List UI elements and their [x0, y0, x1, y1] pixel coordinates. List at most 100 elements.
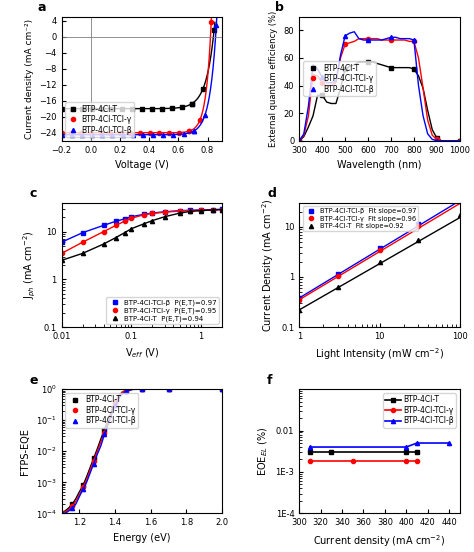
BTP-4Cl-TCl-β [191, 128, 197, 135]
BTP-4Cl-TCl-β [100, 131, 105, 138]
Text: d: d [267, 187, 276, 200]
X-axis label: Wavelength (nm): Wavelength (nm) [337, 160, 422, 170]
BTP-4Cl-T  P(E,T)=0.94 [150, 217, 155, 224]
BTP-4Cl-T [139, 386, 145, 392]
BTP-4Cl-T [414, 449, 420, 455]
BTP-4Cl-TCl-γ [296, 137, 302, 144]
BTP-4Cl-TCl-γ [137, 129, 143, 136]
X-axis label: V$_{eff}$ (V): V$_{eff}$ (V) [125, 347, 159, 360]
Line: BTP-4Cl-T  Fit slope=0.92: BTP-4Cl-T Fit slope=0.92 [297, 213, 462, 312]
BTP-4Cl-T [101, 426, 107, 433]
BTP-4Cl-TCl-β  P(E,T)=0.97 [198, 206, 204, 213]
BTP-4Cl-T [112, 398, 118, 405]
Line: BTP-4Cl-TCl-γ: BTP-4Cl-TCl-γ [308, 459, 419, 464]
X-axis label: Current density (mA cm$^{-2}$): Current density (mA cm$^{-2}$) [313, 533, 446, 549]
BTP-4Cl-TCl-β  P(E,T)=0.97 [219, 206, 225, 213]
Line: BTP-4Cl-TCl-γ: BTP-4Cl-TCl-γ [60, 20, 213, 135]
BTP-4Cl-TCl-γ [186, 128, 191, 135]
Legend: BTP-4Cl-T, BTP-4Cl-TCl-γ, BTP-4Cl-TCl-β: BTP-4Cl-T, BTP-4Cl-TCl-γ, BTP-4Cl-TCl-β [65, 393, 138, 428]
BTP-4Cl-T [129, 105, 135, 112]
Text: b: b [275, 1, 284, 14]
BTP-4Cl-TCl-γ [108, 129, 113, 136]
BTP-4Cl-T [328, 449, 334, 455]
BTP-4Cl-TCl-β [91, 460, 97, 467]
BTP-4Cl-TCl-β [296, 137, 302, 144]
BTP-4Cl-T  P(E,T)=0.94 [219, 206, 225, 213]
BTP-4Cl-TCl-γ [59, 510, 64, 517]
BTP-4Cl-TCl-β  P(E,T)=0.97 [101, 222, 107, 229]
BTP-4Cl-T [434, 135, 440, 141]
BTP-4Cl-TCl-β [160, 131, 166, 138]
BTP-4Cl-T [70, 501, 75, 507]
BTP-4Cl-TCl-γ  P(E,T)=0.95 [210, 206, 216, 213]
BTP-4Cl-TCl-γ [156, 129, 162, 136]
BTP-4Cl-TCl-β [166, 386, 172, 392]
Y-axis label: Current Density (mA cm$^{-2}$): Current Density (mA cm$^{-2}$) [260, 198, 276, 332]
BTP-4Cl-TCl-β [388, 34, 394, 41]
BTP-4Cl-TCl-γ [388, 36, 394, 44]
BTP-4Cl-T  P(E,T)=0.94 [177, 210, 183, 216]
BTP-4Cl-T [123, 388, 128, 394]
BTP-4Cl-TCl-γ [411, 38, 417, 45]
Y-axis label: J$_{ph}$ (mA cm$^{-2}$): J$_{ph}$ (mA cm$^{-2}$) [22, 231, 38, 299]
BTP-4Cl-TCl-γ  P(E,T)=0.95 [59, 250, 64, 257]
Line: BTP-4Cl-TCl-β: BTP-4Cl-TCl-β [60, 23, 219, 137]
BTP-4Cl-TCl-γ [166, 386, 172, 392]
BTP-4Cl-T [89, 105, 94, 112]
BTP-4Cl-T [149, 105, 155, 112]
BTP-4Cl-TCl-β [80, 486, 86, 492]
BTP-4Cl-T [159, 105, 164, 112]
Legend: BTP-4Cl-TCl-β  P(E,T)=0.97, BTP-4Cl-TCl-γ  P(E,T)=0.95, BTP-4Cl-T  P(E,T)=0.94: BTP-4Cl-TCl-β P(E,T)=0.97, BTP-4Cl-TCl-γ… [106, 297, 219, 323]
BTP-4Cl-TCl-γ [118, 129, 123, 136]
Line: BTP-4Cl-T  P(E,T)=0.94: BTP-4Cl-T P(E,T)=0.94 [60, 208, 224, 262]
Line: BTP-4Cl-TCl-γ  P(E,T)=0.95: BTP-4Cl-TCl-γ P(E,T)=0.95 [60, 208, 224, 256]
BTP-4Cl-TCl-γ  Fit slope=0.96 [377, 246, 383, 253]
BTP-4Cl-TCl-β [70, 505, 75, 511]
BTP-4Cl-TCl-γ [176, 129, 182, 136]
BTP-4Cl-T  P(E,T)=0.94 [80, 250, 85, 257]
BTP-4Cl-T [99, 105, 104, 112]
BTP-4Cl-T [211, 26, 217, 33]
BTP-4Cl-TCl-γ [307, 458, 313, 465]
BTP-4Cl-T  P(E,T)=0.94 [122, 229, 128, 236]
Line: BTP-4Cl-T: BTP-4Cl-T [60, 387, 224, 516]
BTP-4Cl-TCl-β [109, 131, 115, 138]
Line: BTP-4Cl-T: BTP-4Cl-T [60, 28, 216, 111]
BTP-4Cl-T [457, 137, 463, 144]
BTP-4Cl-TCl-γ  P(E,T)=0.95 [122, 218, 128, 225]
BTP-4Cl-TCl-β  P(E,T)=0.97 [150, 210, 155, 216]
BTP-4Cl-TCl-γ [88, 129, 94, 136]
BTP-4Cl-TCl-γ [123, 388, 128, 394]
BTP-4Cl-TCl-γ  P(E,T)=0.95 [113, 222, 119, 229]
BTP-4Cl-TCl-γ [186, 128, 191, 135]
BTP-4Cl-TCl-β [79, 131, 85, 138]
BTP-4Cl-T [403, 449, 409, 455]
BTP-4Cl-T [219, 386, 225, 392]
BTP-4Cl-TCl-γ  P(E,T)=0.95 [162, 209, 167, 215]
BTP-4Cl-T  P(E,T)=0.94 [188, 208, 193, 215]
BTP-4Cl-TCl-γ  Fit slope=0.96 [415, 222, 420, 229]
BTP-4Cl-TCl-γ [112, 400, 118, 407]
BTP-4Cl-TCl-γ  Fit slope=0.96 [457, 196, 463, 203]
BTP-4Cl-TCl-β [307, 444, 313, 450]
BTP-4Cl-TCl-β  P(E,T)=0.97 [122, 215, 128, 222]
BTP-4Cl-T  Fit slope=0.92 [335, 284, 340, 291]
Legend: BTP-4Cl-TCl-β  Fit slope=0.97, BTP-4Cl-TCl-γ  Fit slope=0.96, BTP-4Cl-T  Fit slo: BTP-4Cl-TCl-β Fit slope=0.97, BTP-4Cl-TC… [302, 206, 419, 231]
BTP-4Cl-TCl-β [319, 74, 325, 81]
BTP-4Cl-TCl-γ [98, 129, 103, 136]
BTP-4Cl-TCl-γ [166, 129, 172, 136]
BTP-4Cl-TCl-β [446, 440, 452, 447]
BTP-4Cl-TCl-γ [209, 19, 214, 25]
BTP-4Cl-T  P(E,T)=0.94 [210, 206, 216, 213]
BTP-4Cl-T [189, 100, 194, 107]
BTP-4Cl-T [109, 105, 114, 112]
BTP-4Cl-TCl-γ [91, 457, 97, 464]
BTP-4Cl-T [80, 482, 86, 489]
BTP-4Cl-TCl-β [59, 131, 64, 138]
Y-axis label: EOE$_{EL}$ (%): EOE$_{EL}$ (%) [256, 427, 270, 476]
Text: a: a [37, 1, 46, 14]
X-axis label: Voltage (V): Voltage (V) [115, 160, 169, 170]
Y-axis label: External quantum efficiency (%): External quantum efficiency (%) [269, 10, 278, 147]
Line: BTP-4Cl-TCl-β  P(E,T)=0.97: BTP-4Cl-TCl-β P(E,T)=0.97 [60, 207, 224, 245]
BTP-4Cl-TCl-γ  P(E,T)=0.95 [219, 206, 225, 213]
